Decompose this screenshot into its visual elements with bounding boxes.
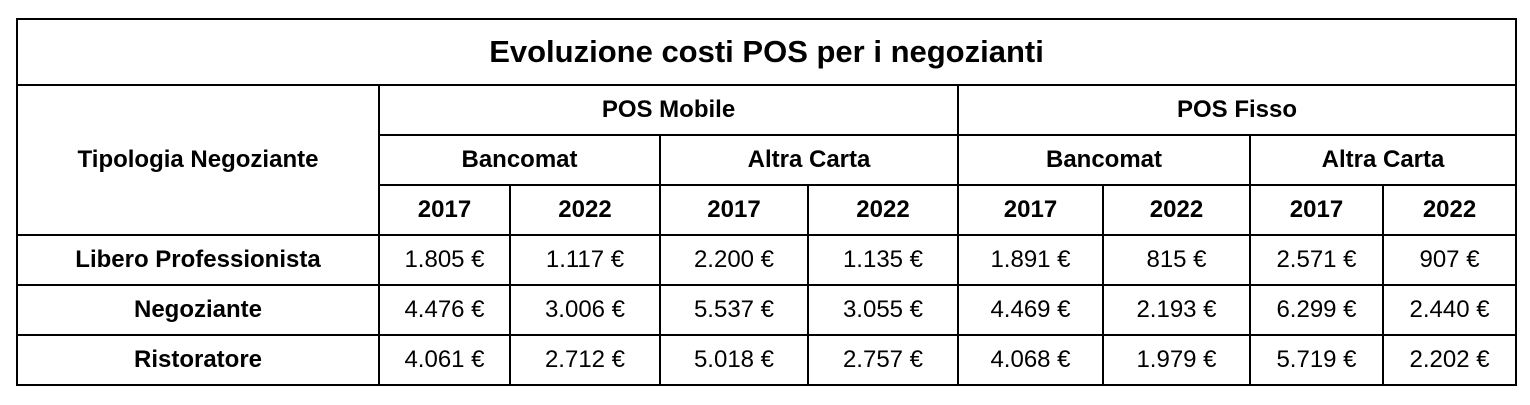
table-cell: 3.006 € <box>509 284 661 336</box>
table-cell: 2.712 € <box>509 334 661 386</box>
year-header: 2017 <box>957 184 1104 236</box>
table-cell: 1.135 € <box>807 234 959 286</box>
table-cell: 2.440 € <box>1381 284 1518 336</box>
table-cell: 5.537 € <box>659 284 809 336</box>
table-cell: 4.061 € <box>378 334 511 386</box>
row-label: Negoziante <box>16 284 380 336</box>
table-cell: 4.068 € <box>957 334 1104 386</box>
year-header: 2017 <box>659 184 809 236</box>
table-cell: 5.719 € <box>1249 334 1384 386</box>
year-header: 2022 <box>1381 184 1518 236</box>
group-header-pos-fisso: POS Fisso <box>956 84 1518 136</box>
table-cell: 1.117 € <box>509 234 661 286</box>
table-cell: 3.055 € <box>807 284 959 336</box>
subgroup-header-mobile-altra-carta: Altra Carta <box>659 134 959 186</box>
year-header: 2022 <box>807 184 959 236</box>
table-cell: 4.469 € <box>957 284 1104 336</box>
table-row: Libero Professionista 1.805 € 1.117 € 2.… <box>16 234 1518 286</box>
year-header: 2017 <box>1249 184 1384 236</box>
table-cell: 6.299 € <box>1249 284 1384 336</box>
year-header: 2017 <box>378 184 511 236</box>
subgroup-header-fisso-altra-carta: Altra Carta <box>1248 134 1518 186</box>
table-cell: 907 € <box>1381 234 1518 286</box>
row-header-tipologia: Tipologia Negoziante <box>16 84 380 236</box>
year-header: 2022 <box>1102 184 1251 236</box>
table-cell: 2.200 € <box>659 234 809 286</box>
table-cell: 1.891 € <box>957 234 1104 286</box>
table-cell: 5.018 € <box>659 334 809 386</box>
pos-cost-table: Evoluzione costi POS per i negozianti Ti… <box>15 18 1518 386</box>
table-title: Evoluzione costi POS per i negozianti <box>15 18 1518 86</box>
subgroup-header-mobile-bancomat: Bancomat <box>378 134 661 186</box>
row-label: Libero Professionista <box>16 234 380 286</box>
row-label: Ristoratore <box>16 334 380 386</box>
table-cell: 4.476 € <box>378 284 511 336</box>
group-header-pos-mobile: POS Mobile <box>378 84 959 136</box>
table-cell: 815 € <box>1102 234 1251 286</box>
table-cell: 2.202 € <box>1381 334 1518 386</box>
year-header: 2022 <box>509 184 661 236</box>
table-row: Negoziante 4.476 € 3.006 € 5.537 € 3.055… <box>16 284 1518 336</box>
table-cell: 2.757 € <box>807 334 959 386</box>
table-cell: 2.193 € <box>1102 284 1251 336</box>
table-cell: 2.571 € <box>1249 234 1384 286</box>
table-cell: 1.979 € <box>1102 334 1251 386</box>
subgroup-header-fisso-bancomat: Bancomat <box>957 134 1251 186</box>
table-cell: 1.805 € <box>378 234 511 286</box>
table-row: Ristoratore 4.061 € 2.712 € 5.018 € 2.75… <box>16 334 1518 386</box>
cost-table-container: Evoluzione costi POS per i negozianti Ti… <box>15 18 1518 386</box>
